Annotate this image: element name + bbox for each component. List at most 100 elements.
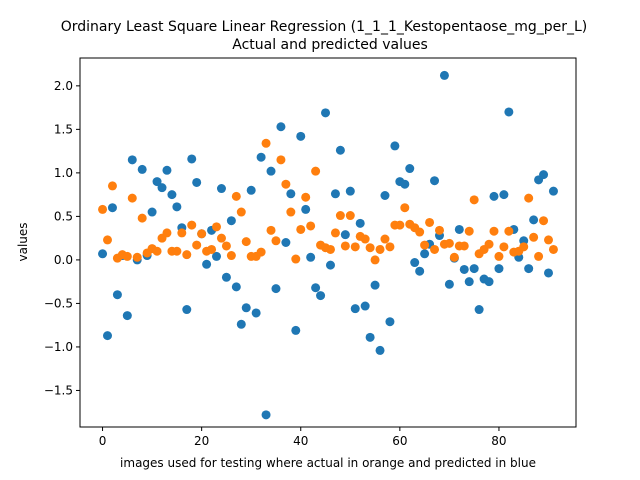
x-axis-label: images used for testing where actual in … <box>120 456 536 470</box>
x-tick-label: 60 <box>392 434 407 448</box>
predicted-point <box>236 319 246 329</box>
actual-point <box>301 192 311 202</box>
actual-point <box>291 254 301 264</box>
actual-point <box>385 242 395 252</box>
actual-point <box>172 246 182 256</box>
actual-point <box>216 233 226 243</box>
y-tick-label: −1.0 <box>44 340 73 354</box>
predicted-point <box>241 303 251 313</box>
predicted-point <box>167 190 177 200</box>
predicted-point <box>221 272 231 282</box>
x-tick-label: 40 <box>293 434 308 448</box>
predicted-point <box>122 311 132 321</box>
actual-point <box>107 181 117 191</box>
predicted-point <box>301 204 311 214</box>
actual-point <box>261 138 271 148</box>
predicted-point <box>420 249 430 259</box>
actual-point <box>449 252 459 262</box>
predicted-point <box>370 280 380 290</box>
predicted-point <box>296 131 306 141</box>
actual-point <box>192 240 202 250</box>
predicted-point <box>202 259 212 269</box>
predicted-point <box>454 224 464 234</box>
actual-point <box>504 226 514 236</box>
predicted-point <box>390 141 400 151</box>
predicted-point <box>464 277 474 287</box>
actual-point <box>271 236 281 246</box>
predicted-point <box>212 251 222 261</box>
predicted-point <box>400 179 410 189</box>
actual-point <box>430 244 440 254</box>
actual-point <box>286 207 296 217</box>
predicted-point <box>271 284 281 294</box>
predicted-point <box>385 317 395 327</box>
actual-point <box>544 235 553 245</box>
predicted-point <box>187 154 197 164</box>
predicted-point <box>321 108 331 118</box>
actual-point <box>98 204 108 214</box>
predicted-point <box>529 215 539 225</box>
predicted-point <box>112 290 122 300</box>
predicted-point <box>459 264 469 274</box>
actual-point <box>360 234 370 244</box>
predicted-point <box>410 258 420 268</box>
actual-point <box>281 179 291 189</box>
predicted-point <box>137 164 147 174</box>
actual-point <box>444 238 454 248</box>
y-axis: −1.5 −1.0 −0.5 0.0 0.5 1.0 1.5 2.0 <box>44 79 80 397</box>
x-axis: 0 20 40 60 80 <box>99 427 507 448</box>
actual-point <box>306 221 316 231</box>
actual-point <box>494 251 504 261</box>
actual-point <box>103 235 112 245</box>
actual-point <box>132 252 142 262</box>
actual-point <box>162 228 172 238</box>
predicted-point <box>345 186 355 196</box>
actual-point <box>425 217 435 227</box>
predicted-point <box>172 202 182 212</box>
actual-point <box>276 155 286 165</box>
predicted-point <box>152 177 162 187</box>
y-tick-label: −0.5 <box>44 296 73 310</box>
predicted-point <box>182 305 192 315</box>
predicted-point <box>539 170 549 180</box>
actual-point <box>365 243 375 253</box>
predicted-point <box>365 332 375 342</box>
predicted-point <box>430 176 440 186</box>
actual-point <box>152 246 162 256</box>
y-tick-label: 2.0 <box>54 79 73 93</box>
predicted-point <box>439 70 449 80</box>
actual-point <box>395 220 405 230</box>
actual-point <box>539 216 549 226</box>
predicted-point <box>350 304 360 314</box>
predicted-point <box>103 331 112 341</box>
predicted-point <box>261 410 271 420</box>
y-tick-label: 0.0 <box>54 253 73 267</box>
predicted-point <box>548 186 558 196</box>
predicted-point <box>375 345 385 355</box>
actual-point <box>127 193 137 203</box>
actual-point <box>464 226 474 236</box>
predicted-point <box>504 107 514 117</box>
predicted-point <box>226 216 236 226</box>
y-axis-label: values <box>16 222 30 261</box>
predicted-point <box>276 122 286 132</box>
actual-point <box>212 222 222 232</box>
actual-point <box>524 193 534 203</box>
actual-point <box>330 228 340 238</box>
predicted-point <box>98 249 108 259</box>
predicted-point <box>266 166 276 176</box>
chart-title: Ordinary Least Square Linear Regression … <box>61 19 588 35</box>
predicted-point <box>216 184 226 194</box>
predicted-point <box>157 183 167 193</box>
chart-subtitle: Actual and predicted values <box>232 37 428 53</box>
predicted-point <box>246 185 256 195</box>
actual-point <box>311 166 321 176</box>
predicted-point <box>484 277 494 287</box>
predicted-point <box>335 145 345 155</box>
predicted-point <box>162 165 172 175</box>
actual-point <box>529 232 539 242</box>
predicted-point <box>311 283 321 293</box>
predicted-point <box>107 203 117 213</box>
actual-point <box>340 241 350 251</box>
